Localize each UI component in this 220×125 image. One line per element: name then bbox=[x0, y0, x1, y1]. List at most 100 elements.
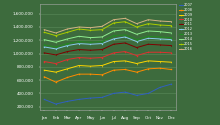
2013 bbox=[101, 41, 103, 42]
2011 bbox=[170, 45, 173, 46]
2016 bbox=[55, 32, 57, 34]
2007 bbox=[135, 95, 138, 96]
2008 bbox=[89, 73, 92, 75]
2008 bbox=[135, 71, 138, 73]
2009 bbox=[112, 61, 115, 62]
2007 bbox=[124, 91, 126, 93]
2016 bbox=[101, 26, 103, 27]
2016 bbox=[78, 26, 80, 28]
2011 bbox=[147, 44, 150, 45]
2011 bbox=[89, 50, 92, 51]
Line: 2014: 2014 bbox=[44, 29, 172, 43]
2011 bbox=[112, 44, 115, 45]
2009 bbox=[135, 63, 138, 64]
2016 bbox=[43, 29, 46, 30]
2008 bbox=[112, 69, 115, 71]
2010 bbox=[89, 58, 92, 59]
Line: 2008: 2008 bbox=[44, 68, 172, 83]
2016 bbox=[158, 20, 161, 22]
2011 bbox=[124, 42, 126, 44]
2015 bbox=[135, 26, 138, 28]
2011 bbox=[55, 54, 57, 56]
2010 bbox=[170, 52, 173, 54]
2013 bbox=[135, 39, 138, 40]
2008 bbox=[101, 74, 103, 76]
2008 bbox=[124, 69, 126, 70]
2014 bbox=[124, 29, 126, 30]
2008 bbox=[147, 68, 150, 70]
2016 bbox=[66, 28, 69, 30]
2013 bbox=[124, 34, 126, 36]
2013 bbox=[170, 37, 173, 38]
2011 bbox=[101, 49, 103, 50]
2007 bbox=[66, 101, 69, 102]
2010 bbox=[55, 63, 57, 64]
2013 bbox=[158, 36, 161, 38]
Line: 2016: 2016 bbox=[44, 18, 172, 34]
Line: 2009: 2009 bbox=[44, 60, 172, 73]
2016 bbox=[124, 18, 126, 19]
2016 bbox=[89, 27, 92, 28]
Line: 2007: 2007 bbox=[44, 83, 172, 105]
2014 bbox=[158, 31, 161, 32]
2009 bbox=[66, 68, 69, 70]
2010 bbox=[66, 59, 69, 60]
2008 bbox=[78, 73, 80, 75]
2015 bbox=[43, 32, 46, 33]
2014 bbox=[170, 32, 173, 34]
2009 bbox=[124, 60, 126, 62]
2009 bbox=[55, 71, 57, 73]
2014 bbox=[89, 37, 92, 38]
2007 bbox=[101, 97, 103, 98]
2007 bbox=[43, 99, 46, 100]
Legend: 2007, 2008, 2009, 2010, 2011, 2012, 2013, 2014, 2015, 2016: 2007, 2008, 2009, 2010, 2011, 2012, 2013… bbox=[177, 2, 194, 52]
2012 bbox=[43, 46, 46, 48]
2009 bbox=[78, 65, 80, 66]
2012 bbox=[158, 38, 161, 40]
2014 bbox=[78, 36, 80, 37]
2015 bbox=[158, 24, 161, 26]
2016 bbox=[170, 21, 173, 22]
2008 bbox=[55, 81, 57, 83]
2011 bbox=[135, 47, 138, 48]
Line: 2015: 2015 bbox=[44, 21, 172, 36]
2014 bbox=[66, 38, 69, 40]
2010 bbox=[135, 55, 138, 56]
2012 bbox=[124, 36, 126, 38]
2009 bbox=[170, 61, 173, 63]
2012 bbox=[101, 43, 103, 44]
2014 bbox=[43, 39, 46, 40]
2014 bbox=[147, 30, 150, 32]
2010 bbox=[147, 52, 150, 53]
2007 bbox=[147, 93, 150, 94]
2014 bbox=[101, 36, 103, 38]
2015 bbox=[66, 32, 69, 33]
2008 bbox=[43, 76, 46, 78]
2015 bbox=[55, 35, 57, 36]
2013 bbox=[147, 36, 150, 37]
2007 bbox=[89, 97, 92, 99]
2011 bbox=[158, 44, 161, 46]
2015 bbox=[112, 22, 115, 24]
2013 bbox=[112, 35, 115, 36]
Line: 2013: 2013 bbox=[44, 34, 172, 48]
2007 bbox=[170, 83, 173, 85]
2009 bbox=[147, 60, 150, 62]
2015 bbox=[170, 25, 173, 26]
2007 bbox=[78, 99, 80, 100]
2011 bbox=[78, 49, 80, 50]
2008 bbox=[158, 67, 161, 69]
2007 bbox=[55, 103, 57, 105]
2007 bbox=[158, 87, 161, 88]
2014 bbox=[112, 30, 115, 32]
2012 bbox=[78, 43, 80, 44]
2016 bbox=[112, 19, 115, 20]
2010 bbox=[124, 51, 126, 52]
Line: 2011: 2011 bbox=[44, 42, 172, 56]
2012 bbox=[89, 44, 92, 45]
2010 bbox=[158, 52, 161, 53]
2012 bbox=[147, 38, 150, 39]
Line: 2012: 2012 bbox=[44, 36, 172, 50]
2011 bbox=[66, 51, 69, 52]
2016 bbox=[135, 23, 138, 24]
